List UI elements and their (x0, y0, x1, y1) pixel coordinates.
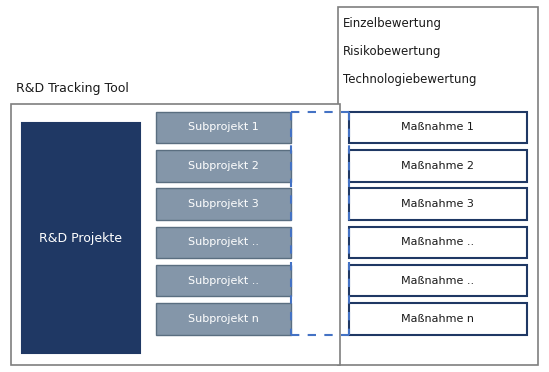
Text: R&D Projekte: R&D Projekte (40, 232, 122, 244)
FancyBboxPatch shape (156, 188, 291, 220)
Text: Maßnahme n: Maßnahme n (401, 314, 474, 324)
FancyBboxPatch shape (22, 123, 140, 353)
Text: Subprojekt ..: Subprojekt .. (188, 276, 259, 286)
Text: Maßnahme ..: Maßnahme .. (401, 237, 474, 247)
Text: Subprojekt 2: Subprojekt 2 (188, 161, 259, 171)
FancyBboxPatch shape (349, 188, 527, 220)
Text: Maßnahme ..: Maßnahme .. (401, 276, 474, 286)
Text: Maßnahme 3: Maßnahme 3 (401, 199, 474, 209)
FancyBboxPatch shape (156, 303, 291, 335)
Text: R&D Tracking Tool: R&D Tracking Tool (16, 82, 130, 95)
FancyBboxPatch shape (349, 303, 527, 335)
Text: Subprojekt n: Subprojekt n (188, 314, 259, 324)
FancyBboxPatch shape (156, 112, 291, 143)
Text: Maßnahme 1: Maßnahme 1 (401, 122, 474, 132)
FancyBboxPatch shape (156, 150, 291, 182)
FancyBboxPatch shape (11, 104, 340, 365)
FancyBboxPatch shape (156, 227, 291, 258)
FancyBboxPatch shape (349, 265, 527, 296)
Text: Einzelbewertung: Einzelbewertung (343, 17, 442, 30)
Text: Maßnahme 2: Maßnahme 2 (401, 161, 474, 171)
Text: Subprojekt 3: Subprojekt 3 (188, 199, 259, 209)
FancyBboxPatch shape (349, 150, 527, 182)
Text: Subprojekt 1: Subprojekt 1 (188, 122, 259, 132)
FancyBboxPatch shape (338, 7, 538, 365)
FancyBboxPatch shape (156, 265, 291, 296)
Text: Technologiebewertung: Technologiebewertung (343, 73, 477, 86)
Text: Subprojekt ..: Subprojekt .. (188, 237, 259, 247)
FancyBboxPatch shape (349, 112, 527, 143)
Text: Risikobewertung: Risikobewertung (343, 45, 441, 58)
FancyBboxPatch shape (349, 227, 527, 258)
